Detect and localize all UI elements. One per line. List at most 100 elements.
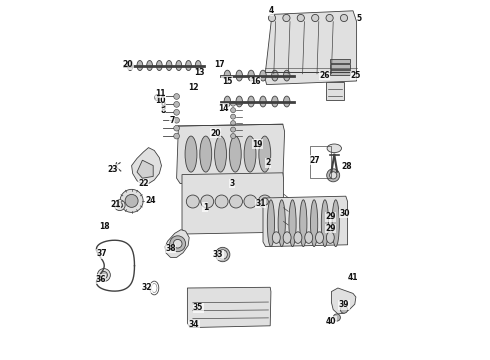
Ellipse shape	[272, 232, 280, 243]
Ellipse shape	[196, 60, 201, 71]
Circle shape	[216, 247, 230, 262]
Polygon shape	[331, 288, 356, 314]
Circle shape	[229, 195, 243, 208]
Circle shape	[341, 306, 347, 313]
Ellipse shape	[215, 136, 226, 172]
Ellipse shape	[311, 200, 318, 247]
Polygon shape	[132, 148, 162, 184]
Circle shape	[333, 314, 341, 321]
Text: 10: 10	[155, 96, 166, 105]
Ellipse shape	[236, 96, 243, 107]
Circle shape	[312, 14, 319, 22]
Text: 15: 15	[222, 77, 232, 86]
Circle shape	[173, 239, 182, 248]
Text: 30: 30	[340, 209, 350, 218]
Text: 36: 36	[95, 275, 105, 284]
Circle shape	[231, 101, 236, 106]
Text: 23: 23	[108, 165, 118, 174]
Circle shape	[327, 169, 340, 182]
Text: 19: 19	[252, 140, 263, 149]
Text: 17: 17	[215, 60, 225, 69]
Circle shape	[231, 108, 236, 113]
Polygon shape	[176, 124, 285, 184]
Circle shape	[125, 194, 138, 207]
Polygon shape	[265, 11, 357, 85]
Text: 7: 7	[170, 117, 175, 126]
Ellipse shape	[332, 200, 339, 247]
Ellipse shape	[244, 136, 256, 172]
Text: 24: 24	[146, 197, 156, 205]
Ellipse shape	[248, 96, 254, 107]
Text: 22: 22	[138, 179, 149, 188]
Ellipse shape	[260, 96, 266, 107]
Text: 27: 27	[309, 156, 320, 165]
Polygon shape	[182, 173, 284, 234]
Ellipse shape	[156, 60, 162, 71]
Ellipse shape	[248, 70, 254, 81]
Circle shape	[174, 102, 179, 107]
Ellipse shape	[326, 232, 334, 243]
Ellipse shape	[176, 60, 182, 71]
Circle shape	[215, 195, 228, 208]
Circle shape	[261, 198, 269, 205]
Circle shape	[231, 127, 236, 132]
Circle shape	[114, 200, 125, 211]
Ellipse shape	[283, 232, 291, 243]
Ellipse shape	[268, 200, 274, 247]
Circle shape	[326, 14, 333, 22]
Circle shape	[120, 189, 143, 212]
Text: 39: 39	[339, 300, 349, 310]
Circle shape	[186, 195, 199, 208]
Text: 9: 9	[161, 102, 166, 111]
Circle shape	[244, 195, 257, 208]
Text: 20: 20	[210, 129, 221, 138]
Circle shape	[117, 202, 122, 208]
Circle shape	[341, 14, 347, 22]
Text: 18: 18	[99, 222, 110, 231]
FancyBboxPatch shape	[330, 70, 350, 75]
Ellipse shape	[260, 70, 266, 81]
Text: 8: 8	[161, 107, 166, 116]
Text: 26: 26	[319, 71, 329, 80]
Text: 25: 25	[351, 71, 361, 80]
Circle shape	[297, 14, 304, 22]
Ellipse shape	[305, 232, 313, 243]
Circle shape	[283, 14, 290, 22]
Circle shape	[174, 94, 179, 99]
Circle shape	[100, 271, 107, 279]
Ellipse shape	[224, 96, 231, 107]
Polygon shape	[187, 287, 271, 328]
Ellipse shape	[327, 144, 342, 153]
Text: 40: 40	[326, 317, 337, 325]
Ellipse shape	[300, 200, 307, 247]
Text: 41: 41	[348, 274, 358, 282]
Text: 29: 29	[325, 212, 336, 221]
FancyBboxPatch shape	[330, 59, 350, 63]
Ellipse shape	[321, 200, 328, 247]
Ellipse shape	[137, 60, 143, 71]
Circle shape	[231, 121, 236, 126]
Ellipse shape	[271, 70, 278, 81]
Ellipse shape	[278, 200, 285, 247]
Text: 31: 31	[255, 199, 266, 208]
Text: 16: 16	[250, 77, 261, 86]
Ellipse shape	[166, 60, 172, 71]
Text: 34: 34	[189, 320, 199, 329]
Circle shape	[170, 236, 186, 252]
Ellipse shape	[284, 96, 290, 107]
Text: 28: 28	[342, 162, 352, 171]
Circle shape	[330, 172, 337, 179]
Text: 21: 21	[110, 200, 121, 209]
Ellipse shape	[284, 70, 290, 81]
Ellipse shape	[289, 200, 296, 247]
Ellipse shape	[186, 60, 192, 71]
Text: 29: 29	[325, 224, 336, 233]
Circle shape	[174, 117, 179, 123]
Text: 20: 20	[123, 60, 133, 69]
FancyBboxPatch shape	[330, 64, 350, 69]
Circle shape	[269, 14, 275, 22]
Ellipse shape	[316, 232, 323, 243]
Ellipse shape	[127, 60, 133, 71]
Text: 38: 38	[165, 244, 176, 253]
Text: 2: 2	[265, 158, 270, 167]
